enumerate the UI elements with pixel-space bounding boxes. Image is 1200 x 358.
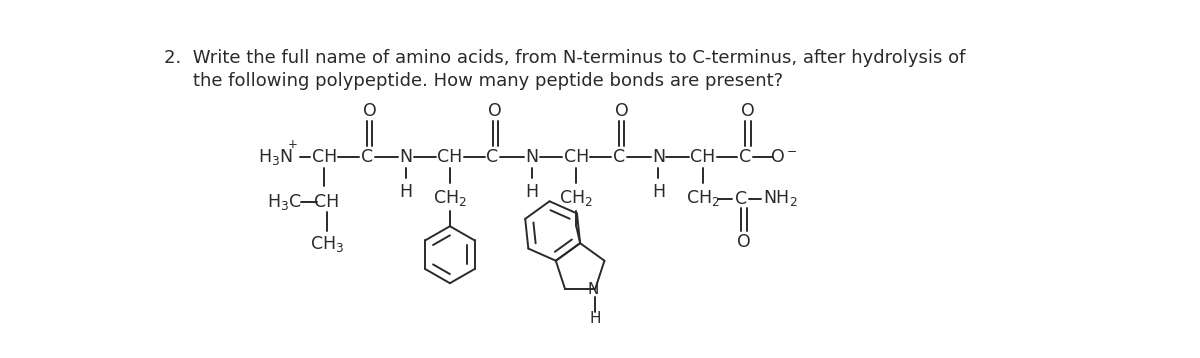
Text: 2.  Write the full name of amino acids, from N-terminus to C-terminus, after hyd: 2. Write the full name of amino acids, f…	[164, 49, 965, 67]
Text: C: C	[736, 189, 748, 208]
Text: CH: CH	[312, 148, 337, 166]
Text: C: C	[486, 148, 499, 166]
Text: $\mathregular{NH_2}$: $\mathregular{NH_2}$	[763, 189, 798, 208]
Text: C: C	[739, 148, 751, 166]
Text: $\mathregular{CH_2}$: $\mathregular{CH_2}$	[559, 189, 593, 208]
Text: $\mathregular{CH_2}$: $\mathregular{CH_2}$	[685, 189, 720, 208]
Text: O: O	[488, 102, 502, 120]
Text: N: N	[400, 148, 413, 166]
Text: O: O	[737, 233, 751, 251]
Text: $\mathregular{CH_2}$: $\mathregular{CH_2}$	[433, 189, 467, 208]
Text: H: H	[526, 183, 539, 201]
Text: CH: CH	[564, 148, 589, 166]
Text: CH: CH	[437, 148, 462, 166]
Text: H: H	[652, 183, 665, 201]
Text: O: O	[614, 102, 629, 120]
Text: $\mathregular{O^-}$: $\mathregular{O^-}$	[770, 148, 798, 166]
Text: CH: CH	[690, 148, 715, 166]
Text: N: N	[526, 148, 539, 166]
Text: C: C	[361, 148, 373, 166]
Text: C: C	[613, 148, 625, 166]
Text: N: N	[652, 148, 665, 166]
Text: H: H	[400, 183, 413, 201]
Text: $\mathregular{CH_3}$: $\mathregular{CH_3}$	[310, 234, 343, 254]
Text: H: H	[589, 311, 601, 326]
Text: N: N	[588, 282, 599, 297]
Text: the following polypeptide. How many peptide bonds are present?: the following polypeptide. How many pept…	[193, 72, 782, 90]
Text: $\mathregular{H_3N}$: $\mathregular{H_3N}$	[258, 147, 293, 167]
Text: CH: CH	[314, 193, 340, 211]
Text: O: O	[742, 102, 755, 120]
Text: $\mathregular{H_3C}$: $\mathregular{H_3C}$	[266, 192, 301, 212]
Text: +: +	[288, 139, 298, 151]
Text: O: O	[362, 102, 377, 120]
